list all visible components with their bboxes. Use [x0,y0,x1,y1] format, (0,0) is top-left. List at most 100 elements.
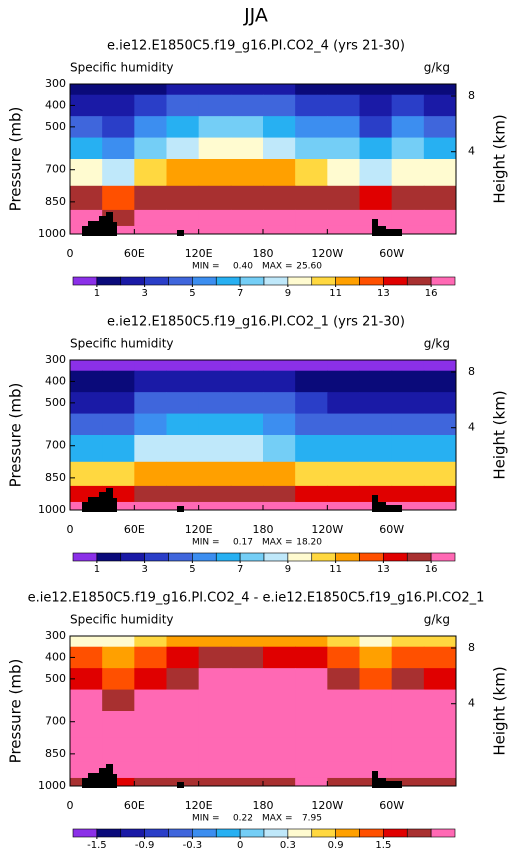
field-cell [230,501,264,511]
x-tick-label: 120W [311,247,343,260]
field-cell [198,185,232,211]
field-cell [70,360,103,372]
field-cell [423,435,457,463]
field-cell [134,137,167,160]
field-cell [423,711,457,739]
field-cell [359,646,393,669]
field-cell [263,209,296,227]
field-cell [70,159,103,187]
field-cell [166,370,200,393]
field-cell [327,461,360,487]
colorbar-swatch [168,552,193,562]
field-cell [166,116,200,139]
field-cell [391,501,425,511]
colorbar-label: 1 [94,564,100,575]
field-cell [263,501,296,511]
field-cell [134,185,167,211]
field-cell [102,116,135,139]
x-tick-label: 120W [311,799,343,812]
y-tick-label: 700 [45,715,66,728]
field-cell [423,116,457,139]
field-cell [230,185,264,211]
x-tick-label: 60W [379,799,404,812]
field-cell [263,413,296,436]
y2-tick-label: 8 [468,641,475,654]
field-cell [134,413,167,436]
field-cell [295,501,328,511]
colorbar-label: 1 [94,288,100,299]
field-cell [295,159,328,187]
field-cell [230,435,264,463]
panel: e.ie12.E1850C5.f19_g16.PI.CO2_4 - e.ie12… [7,591,509,852]
field-cell [230,761,264,779]
colorbar-label: 16 [425,564,438,575]
field-cell [198,646,232,669]
field-cell [263,370,296,393]
field-cell [230,370,264,393]
field-cell [70,689,103,712]
max-text: MAX = [262,814,293,824]
y-tick-label: 500 [45,672,66,685]
field-cell [102,159,135,187]
colorbar-swatch [168,828,193,838]
panel: e.ie12.E1850C5.f19_g16.PI.CO2_1 (yrs 21-… [7,315,509,576]
colorbar-label: -0.3 [183,840,203,851]
field-cell [134,689,167,712]
field-cell [327,360,360,372]
x-tick-label: 120E [185,799,213,812]
colorbar-swatch [335,552,360,562]
field-cell [134,501,167,511]
y2-axis-label: Height (km) [491,390,509,479]
x-tick-label: 180 [253,523,274,536]
panel-title: e.ie12.E1850C5.f19_g16.PI.CO2_1 (yrs 21-… [107,315,405,330]
field-cell [359,761,393,779]
field-cell [166,636,200,648]
field-cell [134,777,167,787]
field-cell [230,668,264,691]
field-cell [327,137,360,160]
field-cell [359,711,393,739]
field-cell [295,370,328,393]
field-cell [263,435,296,463]
field-cell [295,209,328,227]
x-tick-label: 60W [379,247,404,260]
colorbar-swatch [215,552,241,562]
field-cell [391,360,425,372]
field-cell [295,636,328,648]
field-cell [359,668,393,691]
field-cell [295,461,328,487]
colorbar-swatch [239,828,265,838]
field-cell [198,392,232,415]
field-cell [134,209,167,227]
field-cell [230,159,264,187]
field-cell [391,668,425,691]
field-cell [327,711,360,739]
variable-label: Specific humidity [70,61,174,75]
field-cell [263,360,296,372]
contour-field [70,636,457,787]
field-cell [295,668,328,691]
y2-tick-label: 8 [468,365,475,378]
field-cell [230,413,264,436]
y2-tick-label: 4 [468,145,475,158]
field-cell [391,689,425,712]
field-cell [70,737,103,763]
colorbar-label: 7 [237,564,243,575]
field-cell [134,668,167,691]
field-cell [391,209,425,227]
colorbar-swatch [192,552,217,562]
field-cell [359,209,393,227]
max-value: 7.95 [302,814,322,824]
field-cell [198,668,232,691]
field-cell [102,636,135,648]
field-cell [423,413,457,436]
field-cell [359,435,393,463]
field-cell [359,94,393,117]
field-cell [423,646,457,669]
field-cell [423,689,457,712]
y-tick-label: 300 [45,353,66,366]
field-cell [263,461,296,487]
field-cell [198,485,232,503]
colorbar-swatch [192,828,217,838]
